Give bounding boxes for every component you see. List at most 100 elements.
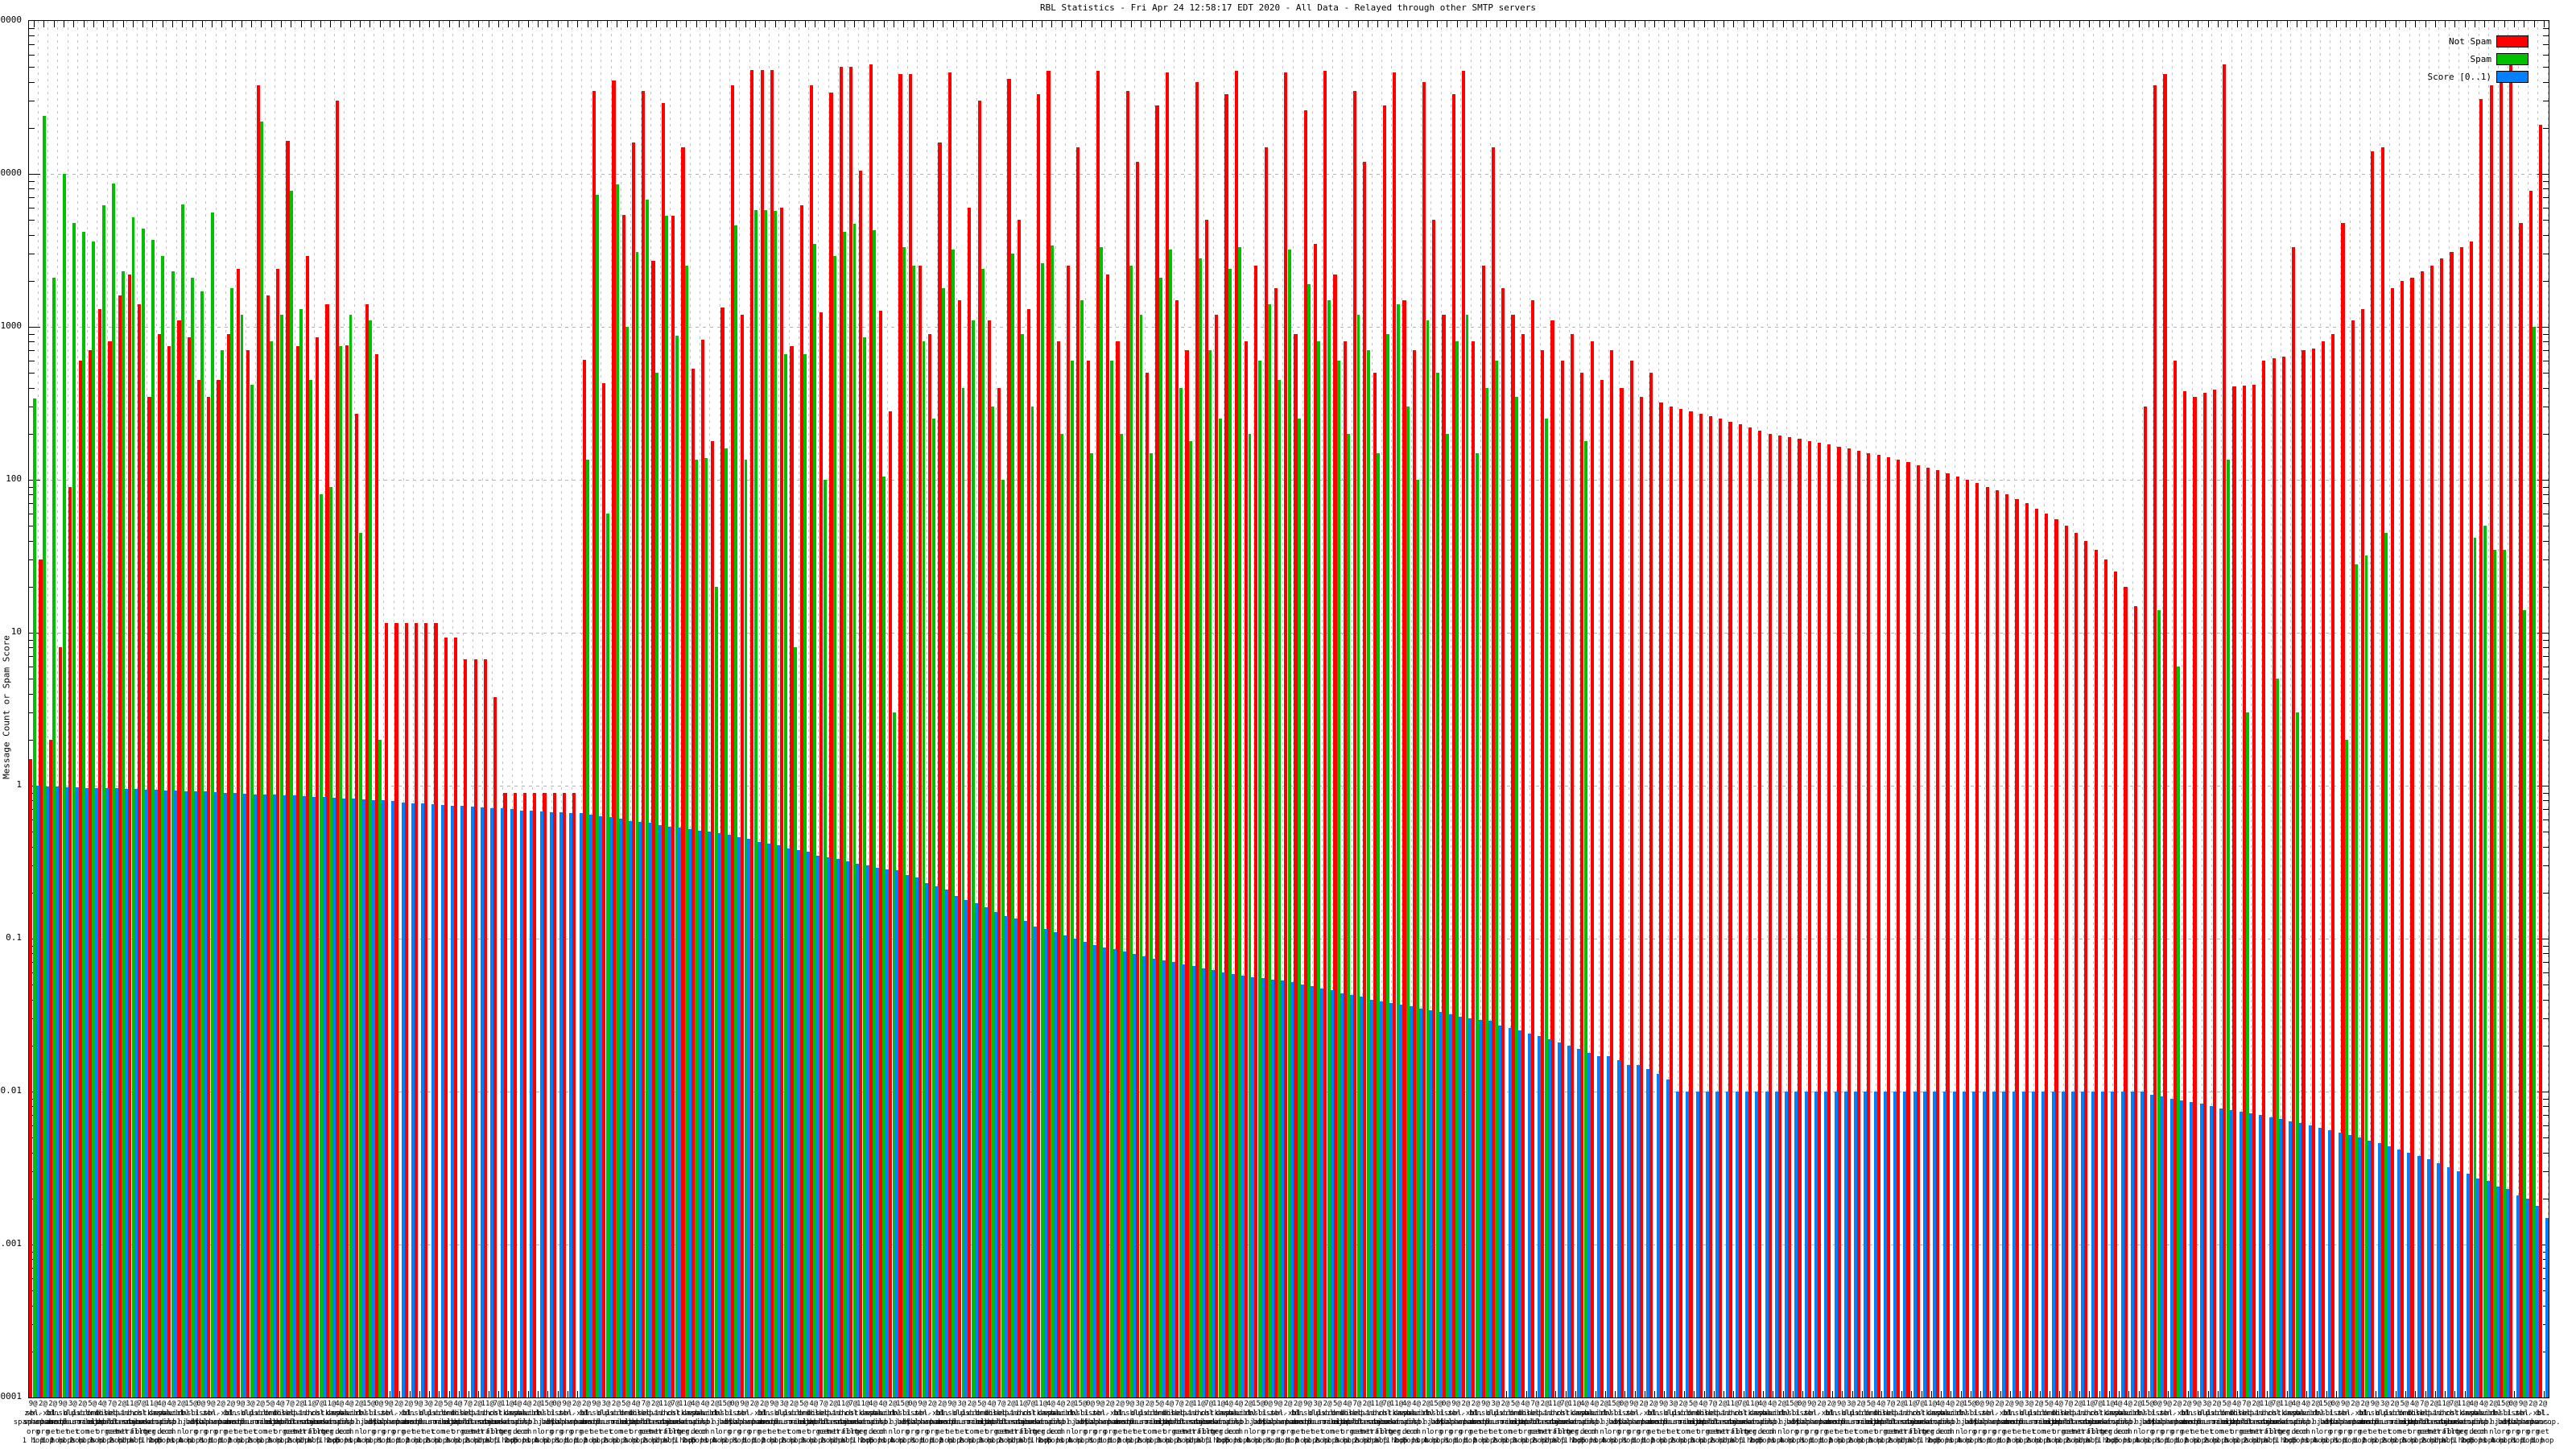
gridline-vertical	[1193, 21, 1195, 1397]
bar-spam	[250, 384, 254, 1397]
bar-not-spam	[790, 345, 794, 1397]
bar-score	[1834, 1092, 1838, 1397]
bar-not-spam	[1185, 350, 1189, 1397]
gridline-vertical	[1381, 21, 1383, 1397]
axis-tick-top	[1960, 21, 1962, 27]
bar-not-spam	[1373, 373, 1377, 1397]
bar-spam	[2226, 460, 2230, 1397]
x-tick-label: 4@ dnsbl. inps. de 2 hops	[1038, 1400, 1064, 1445]
bar-score	[915, 877, 919, 1397]
axis-tick-top	[1763, 21, 1765, 27]
x-tick-label: 7@ cbl. abuseat. org half hop	[836, 1400, 871, 1445]
axis-tick-top	[725, 21, 727, 27]
axis-tick-bottom	[2128, 1391, 2130, 1397]
bar-not-spam	[1215, 314, 1219, 1397]
y-tick-label: 1	[16, 779, 22, 790]
axis-tick-top	[686, 21, 687, 27]
bar-not-spam	[552, 792, 556, 1397]
axis-tick-left	[29, 220, 35, 221]
bar-not-spam	[2193, 396, 2197, 1397]
bar-not-spam	[1501, 287, 1505, 1397]
bar-score	[223, 792, 227, 1397]
axis-tick-top	[1466, 21, 1468, 27]
bar-score	[658, 825, 662, 1397]
x-tick-label: 11@ b. barracuda central.org 1 hop	[1886, 1400, 1935, 1445]
bar-spam	[902, 247, 906, 1397]
axis-tick-top	[1002, 21, 1004, 27]
bar-not-spam	[2094, 549, 2098, 1397]
bar-not-spam	[2015, 498, 2019, 1397]
axis-tick-bottom	[2514, 1391, 2516, 1397]
axis-tick-bottom	[1990, 1391, 1992, 1397]
gridline-vertical	[1055, 21, 1057, 1397]
x-tick-label: 4@ dnsbl. inps. de 2 hops	[860, 1400, 886, 1445]
x-tick-label: 2@ sbl-xbl. spamhaus. org 1 hop	[1446, 1400, 1486, 1445]
bar-not-spam	[2114, 572, 2118, 1397]
x-tick-label: 4@ dnsbl. inps. de 2 hops	[326, 1400, 353, 1445]
x-tick-label: 2@ bl. spamcop. net 1 hop	[35, 1400, 71, 1445]
bar-score	[1873, 1092, 1877, 1397]
x-tick-label: 2@ psbl. surriel. com 2 hops	[1132, 1400, 1167, 1445]
bar-score	[549, 812, 553, 1397]
axis-tick-left	[29, 197, 35, 199]
gridline-vertical	[126, 21, 128, 1397]
bar-score	[816, 855, 820, 1397]
bar-score	[431, 803, 435, 1397]
axis-tick-top	[1615, 21, 1616, 27]
axis-tick-top	[478, 21, 480, 27]
bar-score	[2368, 1140, 2372, 1397]
axis-tick-top	[2108, 21, 2110, 27]
bar-score	[1933, 1092, 1937, 1397]
gridline-vertical	[1599, 21, 1600, 1397]
axis-tick-left	[29, 739, 35, 741]
gridline-vertical	[2013, 21, 2015, 1397]
bar-not-spam	[2331, 333, 2335, 1397]
bar-score	[2486, 1181, 2490, 1397]
gridline-vertical	[265, 21, 266, 1397]
bar-not-spam	[651, 261, 655, 1397]
bar-score	[697, 830, 701, 1397]
bar-score	[45, 786, 49, 1397]
bar-spam	[704, 458, 708, 1397]
bar-not-spam	[1897, 460, 1901, 1397]
gridline-vertical	[1638, 21, 1640, 1397]
bar-not-spam	[691, 369, 695, 1397]
axis-tick-top	[2425, 21, 2426, 27]
gridline-vertical	[1618, 21, 1620, 1397]
bar-spam	[1238, 247, 1242, 1397]
bar-score	[56, 786, 60, 1397]
x-tick-label: 15@ dnsbl. njabl. org 4 hops	[2490, 1400, 2516, 1445]
bar-score	[1686, 1092, 1690, 1397]
chart-title: RBL Statistics - Fri Apr 24 12:58:17 EDT…	[1040, 2, 1536, 13]
bar-spam	[873, 229, 877, 1397]
axis-tick-top	[508, 21, 510, 27]
bar-spam	[1070, 361, 1074, 1397]
bar-not-spam	[1204, 220, 1209, 1397]
bar-score	[786, 848, 791, 1397]
gridline-vertical	[314, 21, 316, 1397]
x-tick-label: 11@ hostkarma. junkemail filter.com 1 ho…	[485, 1400, 530, 1445]
x-tick-label: 3@ dul. dnsbl.sorbs. net 1 hop	[580, 1400, 633, 1445]
gridline-vertical	[344, 21, 345, 1397]
bar-not-spam	[157, 333, 161, 1397]
bar-spam	[1406, 407, 1410, 1397]
bar-spam	[1465, 314, 1469, 1397]
gridline-vertical	[758, 21, 760, 1397]
bar-score	[974, 903, 978, 1397]
gridline-vertical	[788, 21, 790, 1397]
x-tick-label: 9@ zen. spamhaus. org 1 hop	[902, 1400, 943, 1445]
axis-tick-bottom	[2108, 1391, 2110, 1397]
x-tick-label: 9@ zen. spamhaus. org 1 hop	[1792, 1400, 1831, 1445]
bar-spam	[378, 739, 382, 1397]
bar-score	[1745, 1092, 1749, 1397]
bar-not-spam	[464, 659, 468, 1397]
axis-tick-top	[1071, 21, 1072, 27]
bar-spam	[72, 222, 76, 1397]
bar-not-spam	[1926, 467, 1930, 1397]
bar-not-spam	[1600, 379, 1604, 1397]
x-tick-label: 2@ bl. spamcop. net 1 hop	[2525, 1400, 2561, 1445]
x-tick-label: 4@ combined. njabl. org 3 hops	[794, 1400, 834, 1445]
bar-not-spam	[1817, 442, 1822, 1397]
gridline-vertical	[1826, 21, 1827, 1397]
x-tick-label: 2@ bl. spamcop. net 1 hop	[1458, 1400, 1493, 1445]
